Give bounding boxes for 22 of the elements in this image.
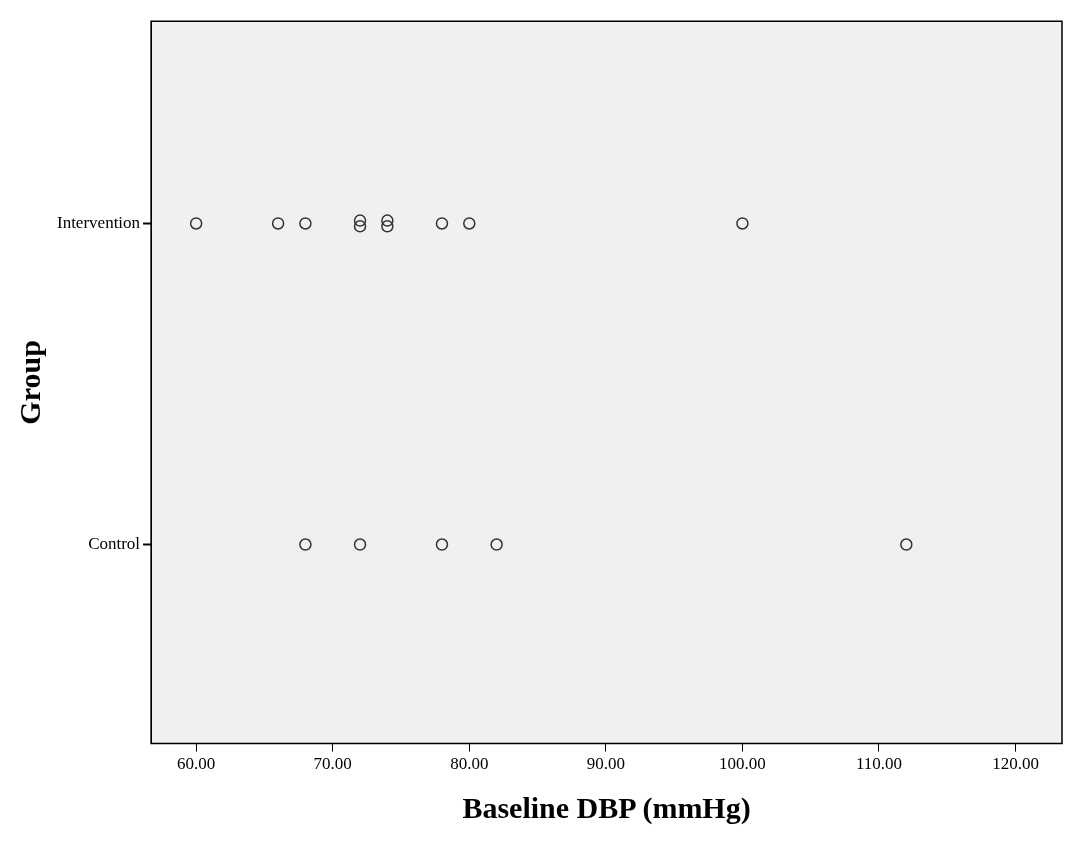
point: [490, 538, 503, 551]
x-tick-label: 80.00: [450, 754, 489, 774]
point: [435, 538, 449, 551]
point: [736, 217, 749, 230]
y-tick-label: Control: [88, 534, 141, 554]
y-tick-label: Intervention: [56, 212, 141, 232]
point: [900, 538, 913, 551]
x-axis-title: Baseline DBP (mmHg): [462, 790, 751, 825]
point: [271, 217, 285, 230]
x-tick-label: 90.00: [586, 754, 625, 774]
point: [299, 538, 312, 551]
point: [189, 217, 203, 230]
point: [435, 217, 449, 230]
x-tick-label: 120.00: [992, 754, 1039, 774]
x-tick-label: 100.00: [719, 754, 766, 774]
x-tick-label: 60.00: [177, 754, 216, 774]
x-tick-label: 70.00: [313, 754, 352, 774]
y-axis-title: Group: [12, 340, 46, 425]
x-tick-label: 110.00: [855, 754, 903, 774]
point: [299, 217, 312, 230]
point: [353, 538, 367, 551]
point: [463, 217, 476, 230]
